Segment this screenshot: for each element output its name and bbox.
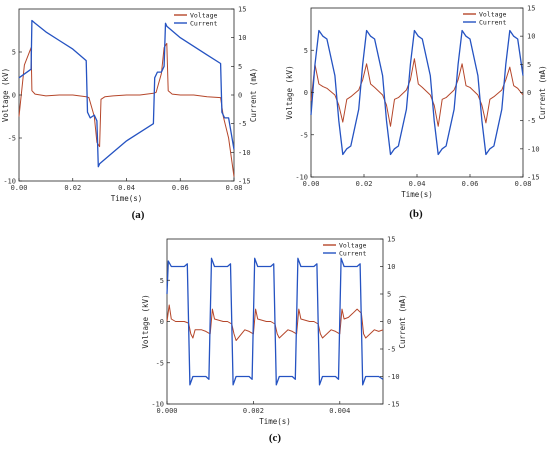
panel-label: (b) xyxy=(409,208,423,220)
legend-label: Current xyxy=(479,18,506,26)
y-right-tick-label: -10 xyxy=(238,149,251,157)
x-tick-label: 0.04 xyxy=(118,184,135,192)
x-tick-label: 0.000 xyxy=(156,407,177,415)
y-left-tick-label: -10 xyxy=(295,174,308,182)
y-right-tick-label: -5 xyxy=(527,117,535,125)
y-right-tick-label: 10 xyxy=(387,263,395,271)
series-line-current xyxy=(310,29,524,156)
y-left-axis-label: Voltage (kV) xyxy=(141,294,150,348)
x-axis-label: Time(s) xyxy=(259,417,291,426)
y-right-tick-label: 15 xyxy=(238,6,246,14)
y-right-tick-label: -5 xyxy=(387,346,395,354)
series-line-voltage xyxy=(310,58,524,127)
y-right-axis-label: Current (mA) xyxy=(538,65,547,119)
y-left-tick-label: -10 xyxy=(3,178,16,186)
y-right-tick-label: -5 xyxy=(238,120,246,128)
x-tick-label: 0.04 xyxy=(409,180,426,188)
y-right-tick-label: 5 xyxy=(387,291,391,299)
legend-label: Current xyxy=(339,249,366,257)
x-tick-label: 0.00 xyxy=(303,180,320,188)
x-tick-label: 0.08 xyxy=(515,180,532,188)
y-right-tick-label: 15 xyxy=(387,236,395,244)
legend-label: Voltage xyxy=(479,10,506,18)
y-left-tick-label: -5 xyxy=(156,359,164,367)
x-tick-label: 0.002 xyxy=(243,407,264,415)
series-line-voltage xyxy=(18,42,235,177)
y-right-tick-label: 10 xyxy=(527,33,535,41)
y-right-tick-label: -10 xyxy=(387,373,400,381)
legend-label: Current xyxy=(190,19,217,27)
y-left-tick-label: -5 xyxy=(8,135,16,143)
x-tick-label: 0.004 xyxy=(329,407,350,415)
x-tick-label: 0.06 xyxy=(462,180,479,188)
y-right-tick-label: 10 xyxy=(238,34,246,42)
x-axis-label: Time(s) xyxy=(111,194,143,203)
legend-label: Voltage xyxy=(339,241,366,249)
x-tick-label: 0.06 xyxy=(172,184,189,192)
series-line-current xyxy=(166,257,384,386)
y-left-axis-label: Voltage (kV) xyxy=(285,65,294,119)
x-tick-label: 0.08 xyxy=(226,184,243,192)
y-right-tick-label: 15 xyxy=(527,5,535,13)
x-tick-label: 0.00 xyxy=(11,184,28,192)
y-left-axis-label: Voltage (kV) xyxy=(1,68,10,122)
y-right-tick-label: -10 xyxy=(527,145,540,153)
y-right-tick-label: 0 xyxy=(387,318,391,326)
series-line-current xyxy=(18,19,235,168)
y-right-tick-label: 5 xyxy=(238,63,242,71)
chart-panel: 0.00 0.02 0.04 0.06 0.08 -10 -5 0 5 -15 -10 -5 0 5 10 1… xyxy=(1,6,258,222)
y-right-axis-label: Current (mA) xyxy=(398,294,407,348)
y-left-tick-label: 5 xyxy=(160,277,164,285)
panel-label: (a) xyxy=(132,209,145,221)
y-left-tick-label: 5 xyxy=(304,47,308,55)
y-left-tick-label: 5 xyxy=(12,49,16,57)
chart-panel: 0.00 0.02 0.04 0.06 0.08 -10 -5 0 5 -15 -10 -5 0 5 10 1… xyxy=(285,5,547,221)
y-left-tick-label: -10 xyxy=(151,401,164,409)
panel-label: (c) xyxy=(269,432,282,444)
y-left-tick-label: 0 xyxy=(12,92,16,100)
x-axis-label: Time(s) xyxy=(401,190,433,199)
legend-label: Voltage xyxy=(190,11,217,19)
y-right-axis-label: Current (mA) xyxy=(249,68,258,122)
x-tick-label: 0.02 xyxy=(356,180,373,188)
y-right-tick-label: -15 xyxy=(527,174,540,182)
chart-panel: 0.000 0.002 0.004 -10 -5 0 5 -15 -10 -5 0 5 10 15 Time… xyxy=(141,236,407,445)
y-right-tick-label: -15 xyxy=(387,401,400,409)
y-left-tick-label: 0 xyxy=(160,318,164,326)
y-right-tick-label: 5 xyxy=(527,61,531,69)
y-left-tick-label: 0 xyxy=(304,89,308,97)
y-right-tick-label: 0 xyxy=(527,89,531,97)
y-left-tick-label: -5 xyxy=(300,131,308,139)
y-right-tick-label: 0 xyxy=(238,92,242,100)
x-tick-label: 0.02 xyxy=(64,184,81,192)
y-right-tick-label: -15 xyxy=(238,178,251,186)
